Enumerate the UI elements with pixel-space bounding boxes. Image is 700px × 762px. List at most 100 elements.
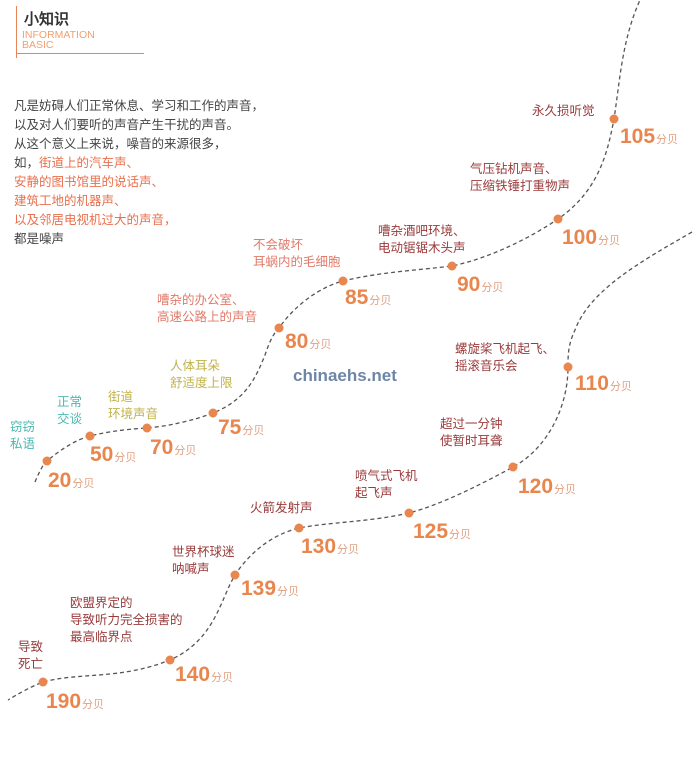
decibel-unit: 分贝 (554, 484, 577, 496)
decibel-unit: 分贝 (72, 478, 95, 490)
decibel-number: 90 (457, 273, 481, 296)
decibel-unit: 分贝 (337, 544, 360, 556)
level-dot-70 (142, 423, 152, 433)
label-line: 死亡 (18, 656, 44, 671)
level-value-80: 80分贝 (285, 330, 331, 354)
label-line: 私语 (10, 436, 36, 451)
level-value-130: 130分贝 (301, 535, 359, 559)
level-label-90: 嘈杂酒吧环境、 电动锯锯木头声 (378, 222, 466, 256)
decibel-unit: 分贝 (609, 381, 632, 393)
label-line: 街道 (108, 389, 134, 404)
label-line: 螺旋桨飞机起飞、 (455, 341, 556, 356)
intro-highlight: 建筑工地的机器声、 (14, 193, 127, 208)
decibel-number: 80 (285, 330, 309, 353)
level-value-105: 105分贝 (620, 125, 678, 149)
decibel-number: 140 (175, 663, 211, 686)
level-label-100: 气压钻机声音、 压缩铁锤打重物声 (470, 160, 570, 194)
label-line: 窃窃 (10, 419, 36, 434)
label-line: 欧盟界定的 (70, 595, 133, 610)
header-subtitle: INFORMATION BASIC (22, 29, 95, 51)
label-line: 环境声音 (108, 406, 159, 421)
level-label-190: 导致 死亡 (18, 638, 43, 672)
label-line: 舒适度上限 (170, 375, 233, 390)
level-value-90: 90分贝 (457, 273, 503, 297)
level-value-85: 85分贝 (345, 286, 391, 310)
label-line: 世界杯球迷 (172, 544, 235, 559)
level-value-125: 125分贝 (413, 520, 471, 544)
label-line: 使暂时耳聋 (440, 433, 503, 448)
level-dot-190 (38, 677, 48, 687)
label-line: 最高临界点 (70, 629, 133, 644)
level-dot-20 (42, 456, 52, 466)
decibel-number: 130 (301, 535, 337, 558)
level-dot-90 (447, 261, 457, 271)
level-label-105: 永久损听觉 (532, 102, 595, 119)
level-value-110: 110分贝 (575, 372, 632, 396)
level-dot-130 (294, 523, 304, 533)
level-value-120: 120分贝 (518, 475, 576, 499)
label-line: 摇滚音乐会 (455, 358, 518, 373)
decibel-number: 105 (620, 125, 656, 148)
level-dot-120 (508, 462, 518, 472)
level-label-20: 窃窃 私语 (10, 418, 35, 452)
label-line: 耳蜗内的毛细胞 (253, 254, 341, 269)
intro-line: 从这个意义上来说，噪音的来源很多， (14, 136, 227, 151)
label-line: 正常 (57, 394, 83, 409)
level-value-75: 75分贝 (218, 416, 264, 440)
decibel-unit: 分贝 (242, 425, 265, 437)
decibel-unit: 分贝 (114, 452, 137, 464)
label-line: 嘈杂的办公室、 (157, 292, 245, 307)
level-value-190: 190分贝 (46, 690, 104, 714)
decibel-number: 125 (413, 520, 449, 543)
label-line: 气压钻机声音、 (470, 161, 558, 176)
decibel-unit: 分贝 (309, 339, 332, 351)
decibel-unit: 分贝 (82, 699, 105, 711)
label-line: 电动锯锯木头声 (378, 240, 466, 255)
decibel-number: 85 (345, 286, 369, 309)
level-dots (38, 114, 619, 687)
decibel-unit: 分贝 (481, 282, 504, 294)
level-dot-50 (85, 431, 95, 441)
decibel-unit: 分贝 (277, 586, 300, 598)
label-line: 超过一分钟 (440, 416, 503, 431)
level-dot-110 (563, 362, 573, 372)
header-divider-vertical (16, 6, 17, 58)
decibel-unit: 分贝 (174, 445, 197, 457)
header-divider-horizontal (16, 53, 144, 54)
level-value-20: 20分贝 (48, 469, 94, 493)
subtitle-line: INFORMATION (22, 29, 95, 41)
label-line: 火箭发射声 (250, 500, 313, 515)
level-dot-139 (230, 570, 240, 580)
level-dot-140 (165, 655, 175, 665)
decibel-unit: 分贝 (598, 235, 621, 247)
curve-lower (7, 231, 693, 701)
level-dot-100 (553, 214, 563, 224)
label-line: 交谈 (57, 411, 83, 426)
intro-line: 如，街道上的汽车声、 (14, 153, 264, 172)
level-value-100: 100分贝 (562, 226, 620, 250)
level-label-140: 欧盟界定的 导致听力完全损害的 最高临界点 (70, 594, 183, 645)
label-line: 人体耳朵 (170, 358, 221, 373)
intro-highlight: 安静的图书馆里的说话声、 (14, 174, 165, 189)
level-label-120: 超过一分钟使暂时耳聋 (440, 415, 503, 449)
decibel-number: 120 (518, 475, 554, 498)
label-line: 喷气式飞机 (355, 468, 418, 483)
label-line: 导致 (18, 639, 44, 654)
label-line: 压缩铁锤打重物声 (470, 178, 571, 193)
intro-highlight: 以及邻居电视机过大的声音， (14, 212, 177, 227)
level-label-125: 喷气式飞机 起飞声 (355, 467, 418, 501)
decibel-unit: 分贝 (211, 672, 234, 684)
level-dot-80 (274, 323, 284, 333)
intro-highlight: 街道上的汽车声、 (39, 155, 140, 170)
decibel-unit: 分贝 (656, 134, 679, 146)
level-label-130: 火箭发射声 (250, 499, 313, 516)
intro-text: 凡是妨碍人们正常休息、学习和工作的声音， 以及对人们要听的声音产生干扰的声音。 … (14, 96, 264, 248)
decibel-number: 100 (562, 226, 598, 249)
label-line: 嘈杂酒吧环境、 (378, 223, 466, 238)
header-title: 小知识 (24, 10, 70, 28)
label-line: 起飞声 (355, 485, 393, 500)
level-label-110: 螺旋桨飞机起飞、 摇滚音乐会 (455, 340, 555, 374)
intro-line: 凡是妨碍人们正常休息、学习和工作的声音， (14, 98, 265, 113)
level-value-140: 140分贝 (175, 663, 233, 687)
